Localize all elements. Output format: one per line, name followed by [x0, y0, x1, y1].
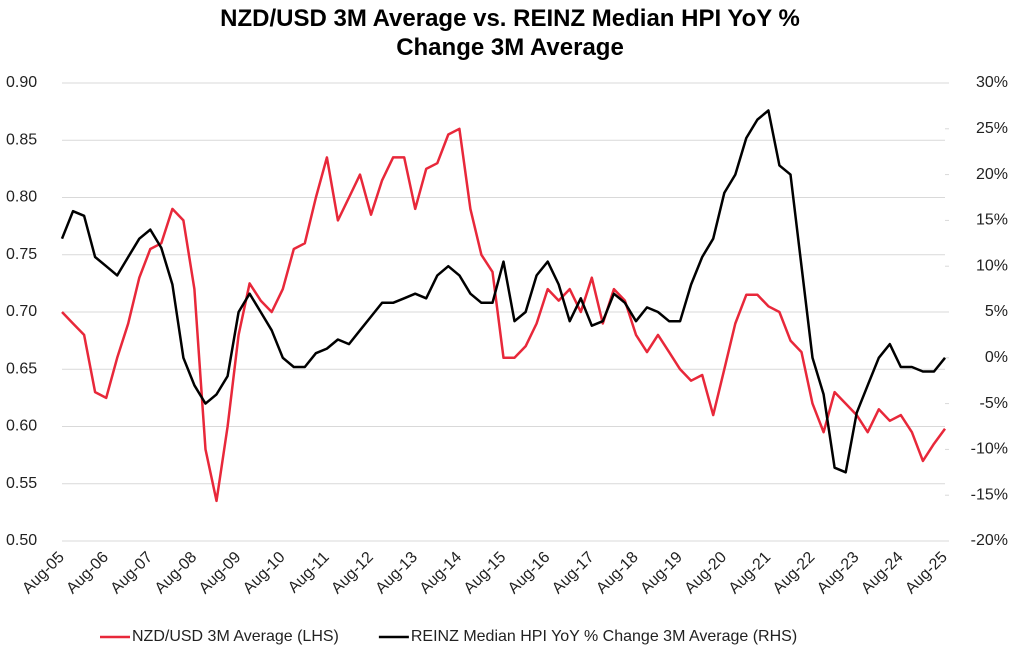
y2-tick-label: -15% — [971, 486, 1008, 503]
x-tick-label: Aug-11 — [285, 549, 333, 597]
x-tick-label: Aug-16 — [505, 549, 554, 598]
y2-tick-label: 5% — [985, 303, 1008, 320]
x-tick-label: Aug-09 — [196, 549, 245, 598]
x-tick-label: Aug-08 — [152, 549, 201, 598]
y-tick-label: 0.90 — [6, 74, 37, 91]
y2-tick-label: -10% — [971, 441, 1008, 458]
y-tick-label: 0.60 — [6, 418, 37, 435]
x-tick-label: Aug-12 — [328, 549, 377, 598]
y-tick-label: 0.75 — [6, 246, 37, 263]
y2-tick-label: 30% — [976, 74, 1008, 91]
x-tick-label: Aug-14 — [417, 549, 466, 598]
y2-tick-label: -20% — [971, 532, 1008, 549]
x-tick-label: Aug-20 — [682, 549, 731, 598]
x-tick-label: Aug-25 — [902, 549, 951, 598]
x-tick-label: Aug-17 — [549, 549, 598, 598]
y-tick-label: 0.50 — [6, 532, 37, 549]
y2-tick-label: -5% — [980, 395, 1008, 412]
y-tick-label: 0.70 — [6, 303, 37, 320]
x-tick-label: Aug-13 — [373, 549, 422, 598]
y2-tick-label: 0% — [985, 349, 1008, 366]
y-tick-label: 0.80 — [6, 189, 37, 206]
y2-tick-label: 10% — [976, 257, 1008, 274]
legend-label: NZD/USD 3M Average (LHS) — [132, 628, 339, 645]
x-tick-label: Aug-10 — [240, 549, 289, 598]
series-line — [61, 127, 947, 503]
y-tick-label: 0.85 — [6, 131, 37, 148]
x-tick-label: Aug-05 — [19, 549, 68, 598]
series-line — [60, 109, 946, 474]
legend-label: REINZ Median HPI YoY % Change 3M Average… — [411, 628, 797, 645]
y2-tick-label: 25% — [976, 120, 1008, 137]
y-tick-label: 0.55 — [6, 475, 37, 492]
x-tick-label: Aug-21 — [726, 549, 775, 598]
x-tick-label: Aug-24 — [858, 549, 907, 598]
x-tick-label: Aug-15 — [461, 549, 510, 598]
y2-tick-label: 20% — [976, 166, 1008, 183]
y2-tick-label: 15% — [976, 212, 1008, 229]
y-tick-label: 0.65 — [6, 360, 37, 377]
x-tick-label: Aug-23 — [814, 549, 863, 598]
x-tick-label: Aug-19 — [637, 549, 686, 598]
x-tick-label: Aug-07 — [108, 549, 157, 598]
chart-title: NZD/USD 3M Average vs. REINZ Median HPI … — [220, 5, 800, 61]
x-tick-label: Aug-06 — [63, 549, 112, 598]
x-tick-label: Aug-22 — [770, 549, 819, 598]
x-tick-label: Aug-18 — [593, 549, 642, 598]
